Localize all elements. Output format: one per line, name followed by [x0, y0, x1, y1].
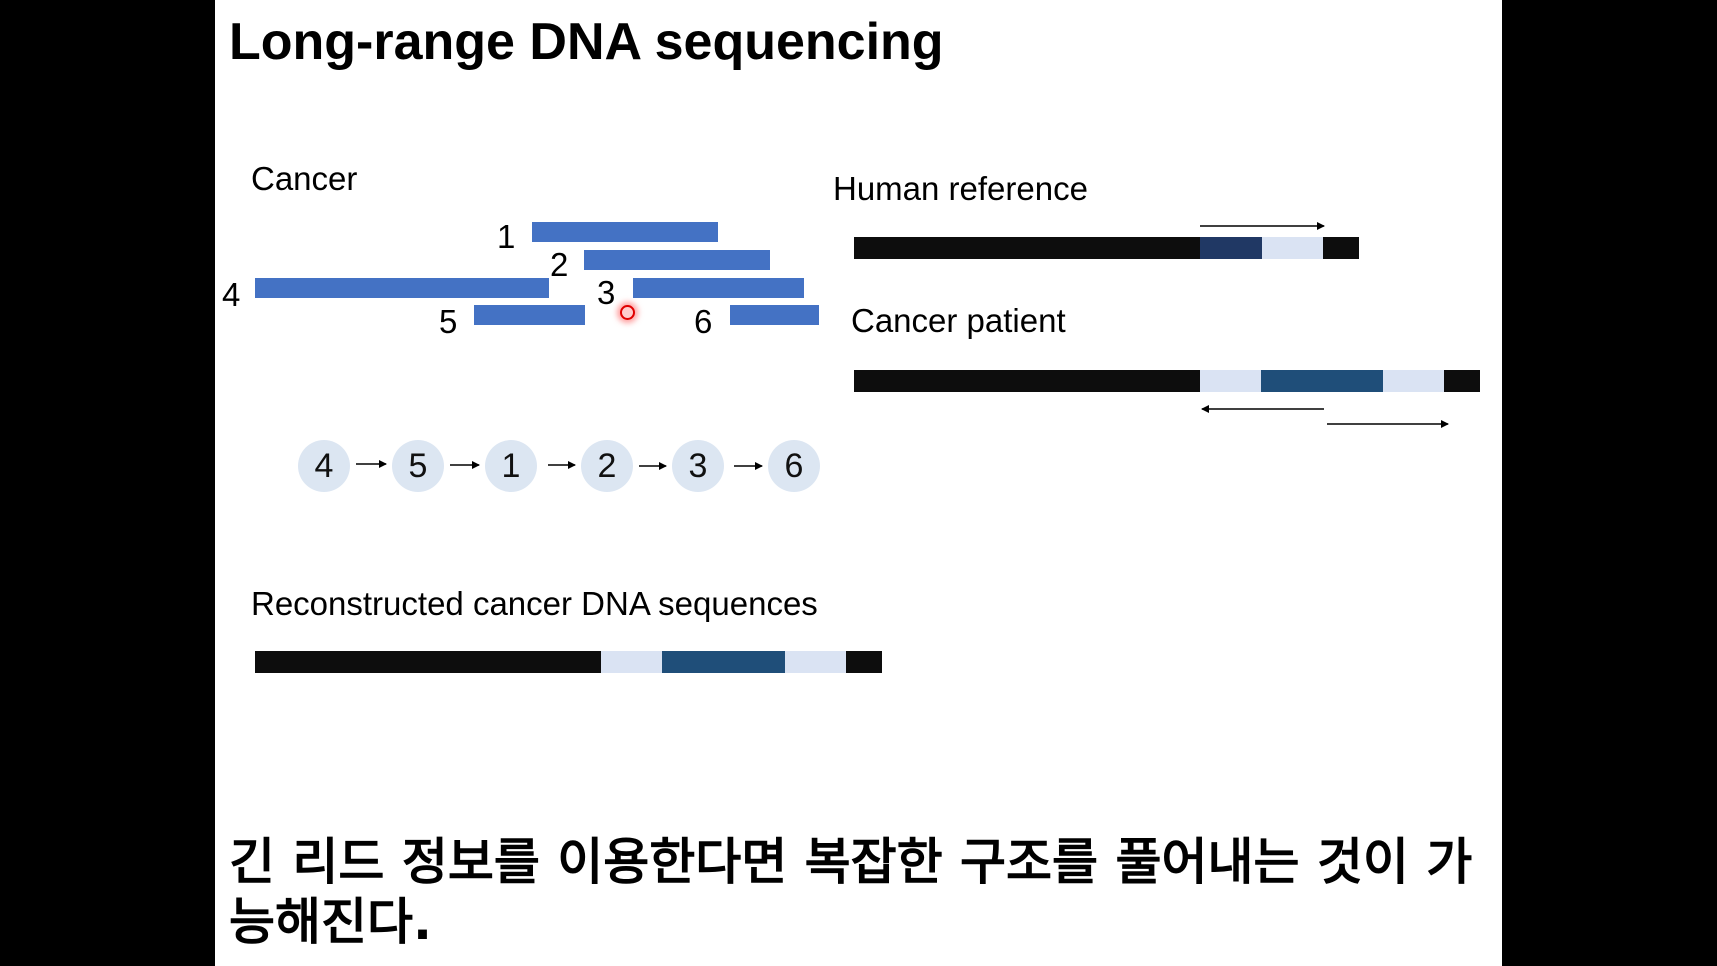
read-5-number: 5 [439, 303, 458, 340]
order-node: 6 [768, 440, 820, 492]
order-node: 1 [485, 440, 537, 492]
slide-caption: 긴 리드 정보를 이용한다면 복잡한 구조를 풀어내는 것이 가능해진다. [229, 833, 1473, 951]
order-node: 2 [581, 440, 633, 492]
patient-segment-light [1383, 370, 1444, 392]
order-node: 3 [672, 440, 724, 492]
reconstructed-segment-light [785, 651, 846, 673]
reference-segment-black [854, 237, 1200, 259]
read-3-bar [633, 278, 804, 298]
patient-segment-dark [1261, 370, 1383, 392]
reconstructed-label: Reconstructed cancer DNA sequences [251, 585, 818, 622]
patient-segment-light [1200, 370, 1261, 392]
read-4-bar [255, 278, 549, 298]
read-1-number: 1 [497, 218, 516, 255]
read-6-bar [730, 305, 819, 325]
cancer-patient-sequence [854, 370, 1480, 392]
read-6-number: 6 [694, 303, 713, 340]
read-3-number: 3 [597, 274, 616, 311]
human-reference-label: Human reference [833, 170, 1088, 207]
read-1-bar [532, 222, 718, 242]
order-node: 4 [298, 440, 350, 492]
read-2-bar [584, 250, 770, 270]
reference-segment-black [1323, 237, 1359, 259]
slide: Long-range DNA sequencing Cancer 1 2 3 4… [215, 0, 1502, 966]
diagram-arrows [356, 222, 1449, 470]
cancer-label: Cancer [251, 160, 358, 197]
human-reference-sequence [854, 237, 1359, 259]
reconstructed-sequence [255, 651, 882, 673]
read-2-number: 2 [550, 246, 569, 283]
read-4-number: 4 [222, 276, 241, 313]
cancer-patient-label: Cancer patient [851, 302, 1066, 339]
reconstructed-segment-dark [662, 651, 785, 673]
order-node: 5 [392, 440, 444, 492]
reconstructed-segment-light [601, 651, 662, 673]
reconstructed-segment-black [846, 651, 882, 673]
slide-title: Long-range DNA sequencing [229, 13, 944, 71]
patient-segment-black [1444, 370, 1480, 392]
reference-segment-light [1262, 237, 1323, 259]
read-5-bar [474, 305, 585, 325]
laser-pointer-dot [620, 305, 635, 320]
patient-segment-black [854, 370, 1200, 392]
reference-segment-dark [1200, 237, 1262, 259]
reconstructed-segment-black [255, 651, 601, 673]
